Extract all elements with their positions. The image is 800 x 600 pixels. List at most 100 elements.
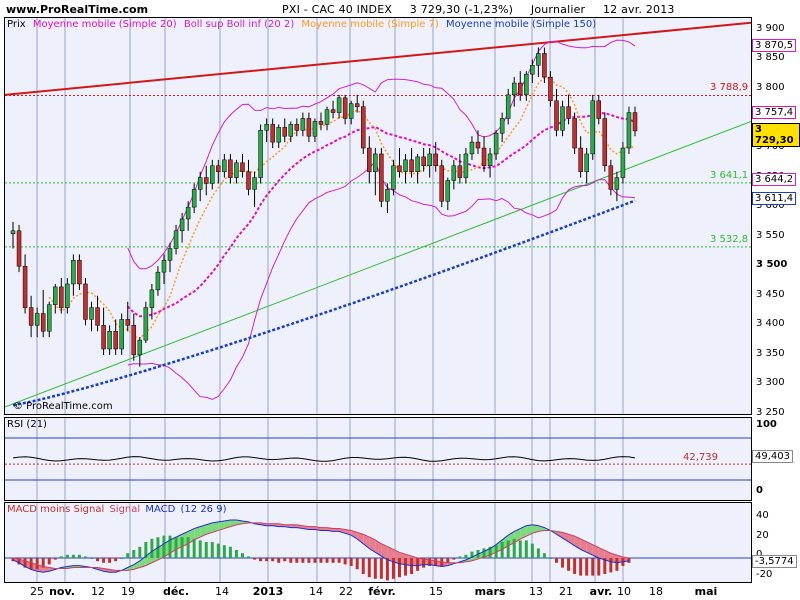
- macd-fill-59: [369, 537, 376, 553]
- site-name[interactable]: www.ProRealTime.com: [6, 3, 149, 16]
- candle-body-55: [342, 97, 348, 119]
- macd-hist-bar-20: [132, 550, 136, 558]
- rsi-chart[interactable]: [5, 418, 751, 500]
- candle-body-30: [191, 189, 197, 208]
- candle-body-13: [89, 307, 94, 320]
- price-axis-label-10: 3 400: [756, 318, 785, 330]
- legend-macd-hist: MACD moins Signal: [7, 504, 105, 515]
- candle-body-50: [312, 121, 318, 137]
- legend-sma20: Moyenne mobile (Simple 20): [32, 19, 177, 30]
- watermark: © ProRealTime.com: [13, 401, 113, 412]
- candle-body-36: [228, 159, 233, 178]
- macd-fill-55: [345, 529, 352, 536]
- macd-hist-bar-15: [102, 558, 106, 563]
- candle-body-77: [475, 141, 481, 149]
- macd-hist-bar-79: [488, 546, 492, 558]
- candle-body-81: [499, 118, 505, 134]
- macd-hist-bar-3: [29, 558, 33, 570]
- macd-hist-bar-56: [349, 558, 353, 566]
- macd-hist-bar-42: [265, 558, 269, 562]
- macd-hist-bar-18: [120, 558, 124, 559]
- resistance-trendline: [5, 21, 751, 96]
- macd-hist-bar-68: [422, 558, 426, 568]
- candle-body-73: [451, 165, 457, 181]
- macd-hist-bar-78: [482, 548, 486, 558]
- macd-hist-bar-0: [11, 558, 15, 562]
- macd-hist-bar-25: [162, 535, 166, 558]
- x-axis-label-2: 12: [91, 585, 105, 598]
- macd-hist-bar-54: [337, 558, 341, 563]
- macd-fill-22: [145, 551, 152, 566]
- rsi-panel[interactable]: RSI (21) 42,739: [4, 417, 752, 501]
- candle-body-94: [578, 147, 583, 172]
- rsi-axis-100: 100: [756, 419, 777, 430]
- candle-body-40: [252, 177, 257, 190]
- x-axis-label-16: 18: [649, 585, 663, 598]
- x-axis-label-7: 14: [309, 585, 323, 598]
- macd-hist-bar-73: [452, 558, 456, 560]
- bollinger-upper: [127, 39, 636, 270]
- candle-body-71: [439, 165, 445, 202]
- macd-fill-30: [194, 526, 201, 540]
- price-chart[interactable]: [5, 18, 751, 414]
- candle-body-38: [240, 162, 245, 172]
- macd-hist-bar-40: [253, 558, 257, 560]
- macd-axis-40: 40: [756, 510, 769, 521]
- candle-body-100: [614, 177, 620, 190]
- candle-body-23: [149, 289, 155, 308]
- macd-hist-bar-72: [446, 558, 450, 563]
- macd-hist-bar-38: [240, 553, 244, 558]
- macd-fill-23: [151, 547, 158, 563]
- macd-fill-63: [393, 549, 400, 564]
- level-label-1: 3 641,1: [710, 169, 749, 181]
- price-tag-boll-up: 3 870,5: [752, 39, 797, 53]
- macd-hist-bar-83: [512, 538, 516, 558]
- chart-title: PXI - CAC 40 INDEX 3 729,30 (-1,23%) Jou…: [282, 3, 689, 16]
- candle-body-46: [288, 124, 294, 137]
- macd-hist-bar-1: [17, 558, 21, 565]
- candle-body-43: [270, 124, 275, 143]
- macd-fill-56: [351, 530, 358, 539]
- candle-body-89: [548, 76, 553, 101]
- price-panel[interactable]: Prix Moyenne mobile (Simple 20) Boll sup…: [4, 17, 752, 415]
- candle-body-90: [554, 100, 559, 131]
- candle-body-34: [216, 165, 221, 172]
- macd-fill-84: [520, 525, 527, 539]
- macd-hist-bar-35: [222, 545, 226, 558]
- period-label[interactable]: Journalier: [530, 3, 586, 16]
- sma7-line: [48, 76, 636, 340]
- x-axis-label-0: 25: [30, 585, 44, 598]
- macd-hist-bar-96: [591, 558, 595, 576]
- x-axis-label-12: 13: [529, 585, 543, 598]
- candle-body-9: [65, 283, 70, 308]
- macd-chart[interactable]: [5, 503, 751, 582]
- candle-body-79: [487, 153, 493, 167]
- price-axis-label-12: 3 300: [756, 377, 785, 389]
- candle-body-92: [566, 106, 571, 119]
- candle-body-45: [282, 127, 287, 137]
- macd-hist-bar-84: [518, 540, 522, 558]
- macd-fill-91: [562, 532, 569, 542]
- candle-body-62: [385, 189, 390, 202]
- rsi-axis-0: 0: [756, 485, 763, 496]
- macd-fill-27: [176, 534, 183, 550]
- x-axis-label-15: 10: [617, 585, 631, 598]
- candle-body-26: [167, 248, 173, 261]
- macd-hist-bar-34: [216, 543, 220, 558]
- macd-legend: MACD moins Signal Signal MACD (12 26 9): [7, 504, 231, 515]
- macd-fill-67: [417, 558, 424, 566]
- macd-hist-bar-23: [150, 538, 154, 558]
- candle-body-25: [161, 260, 167, 273]
- support-trendline: [5, 120, 751, 408]
- macd-fill-98: [604, 550, 611, 562]
- candle-body-41: [258, 130, 263, 178]
- macd-hist-bar-32: [204, 542, 208, 558]
- candle-body-48: [300, 118, 306, 131]
- rsi-value-tag: 49,403: [752, 450, 793, 463]
- candle-body-18: [119, 319, 124, 350]
- price-tag-boll-low: 3 644,2: [752, 173, 797, 186]
- macd-fill-86: [532, 524, 539, 534]
- macd-axis: 40 20 0 -20: [750, 502, 800, 581]
- macd-panel[interactable]: MACD moins Signal Signal MACD (12 26 9): [4, 502, 752, 583]
- candle-body-84: [518, 82, 523, 96]
